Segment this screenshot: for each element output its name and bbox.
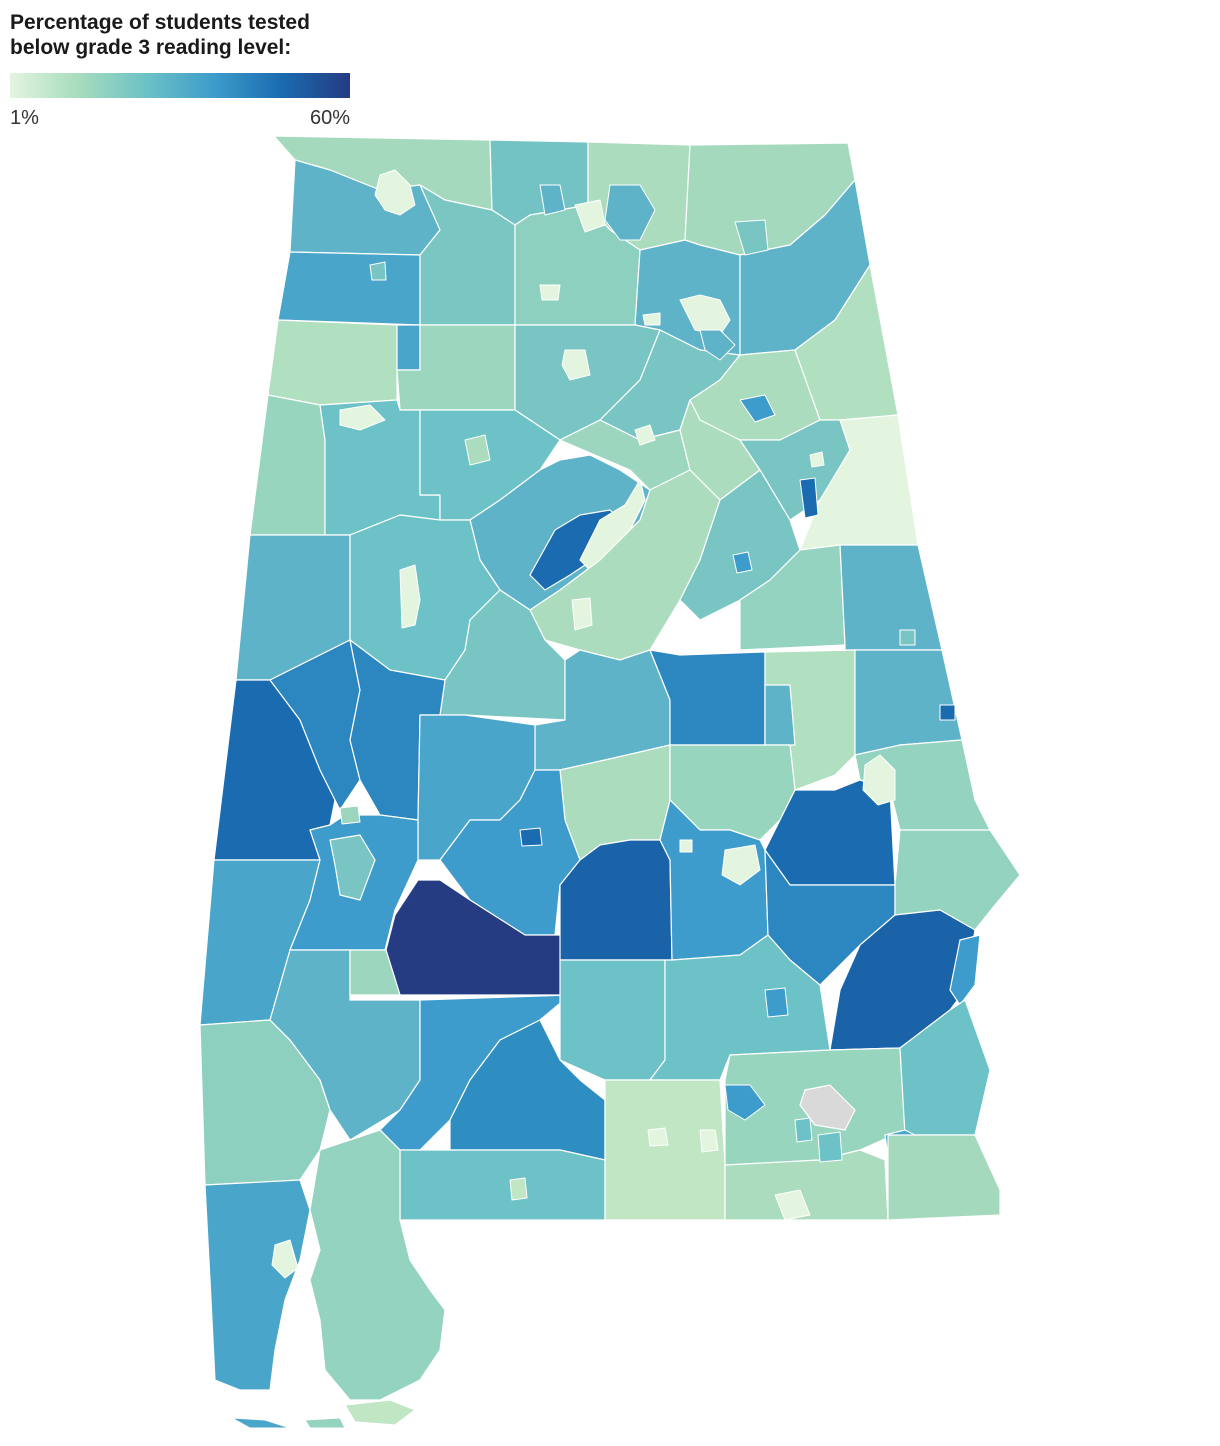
city-district[interactable] xyxy=(339,805,361,825)
city-district[interactable] xyxy=(862,754,896,806)
city-district[interactable] xyxy=(571,597,593,631)
district-group-upper-central xyxy=(249,264,919,551)
city-district[interactable] xyxy=(539,284,561,301)
district[interactable] xyxy=(309,1129,446,1401)
city-district[interactable] xyxy=(679,839,693,853)
district[interactable] xyxy=(344,1399,416,1426)
district[interactable] xyxy=(854,649,963,756)
city-district[interactable] xyxy=(699,1129,719,1153)
city-district[interactable] xyxy=(734,219,769,256)
legend-title-line-1: Percentage of students tested xyxy=(10,11,310,34)
city-district[interactable] xyxy=(774,1189,811,1221)
city-district[interactable] xyxy=(399,564,421,629)
city-district[interactable] xyxy=(899,629,916,646)
city-district[interactable] xyxy=(699,329,736,361)
district[interactable] xyxy=(204,1179,311,1391)
city-district[interactable] xyxy=(369,261,387,281)
city-district[interactable] xyxy=(339,404,386,431)
legend-labels: 1% 60% xyxy=(10,107,350,133)
district[interactable] xyxy=(277,251,421,326)
district[interactable] xyxy=(396,324,421,371)
legend-title: Percentage of students tested below grad… xyxy=(10,10,350,60)
city-district[interactable] xyxy=(634,424,656,446)
city-district[interactable] xyxy=(464,434,491,466)
city-district[interactable] xyxy=(374,169,416,216)
city-district[interactable] xyxy=(799,477,819,519)
city-district[interactable] xyxy=(304,1417,346,1429)
district[interactable] xyxy=(649,934,831,1081)
district-group-south-central xyxy=(199,769,1021,1051)
city-district[interactable] xyxy=(721,844,761,886)
city-district[interactable] xyxy=(519,827,543,847)
legend-title-line-2: below grade 3 reading level: xyxy=(10,36,292,59)
city-district[interactable] xyxy=(939,704,956,721)
city-district[interactable] xyxy=(647,1127,669,1147)
district-group-south xyxy=(199,934,991,1186)
city-district[interactable] xyxy=(739,394,776,423)
legend-gradient-bar xyxy=(10,73,350,98)
district-group-birmingham xyxy=(469,454,943,661)
city-district[interactable] xyxy=(509,1177,528,1201)
district[interactable] xyxy=(249,394,326,536)
district[interactable] xyxy=(949,934,981,1006)
district[interactable] xyxy=(887,1134,1001,1221)
district[interactable] xyxy=(839,544,943,651)
city-district[interactable] xyxy=(817,1131,843,1163)
district[interactable] xyxy=(764,684,796,746)
district-group-north xyxy=(273,135,871,356)
city-district[interactable] xyxy=(271,1239,299,1279)
legend-max-label: 60% xyxy=(309,107,350,129)
city-district[interactable] xyxy=(604,184,656,241)
city-district[interactable] xyxy=(574,199,606,233)
city-district[interactable] xyxy=(724,1084,766,1121)
legend: Percentage of students tested below grad… xyxy=(10,10,350,133)
city-district[interactable] xyxy=(732,551,753,574)
city-district[interactable] xyxy=(679,294,731,336)
city-district[interactable] xyxy=(561,349,591,381)
city-district[interactable] xyxy=(539,184,566,216)
district[interactable] xyxy=(329,834,376,901)
city-district[interactable] xyxy=(764,987,789,1018)
district[interactable] xyxy=(799,1084,856,1131)
district[interactable] xyxy=(267,319,398,406)
city-district[interactable] xyxy=(642,312,661,326)
district[interactable] xyxy=(349,949,401,996)
district[interactable] xyxy=(559,959,666,1081)
city-district[interactable] xyxy=(231,1417,291,1429)
city-district[interactable] xyxy=(809,451,825,468)
district-group-gulf xyxy=(204,1079,1001,1426)
city-district[interactable] xyxy=(794,1117,813,1143)
district-group-west-central xyxy=(235,514,963,791)
city-districts xyxy=(231,169,956,1429)
legend-min-label: 1% xyxy=(10,107,39,129)
district[interactable] xyxy=(399,1149,606,1221)
